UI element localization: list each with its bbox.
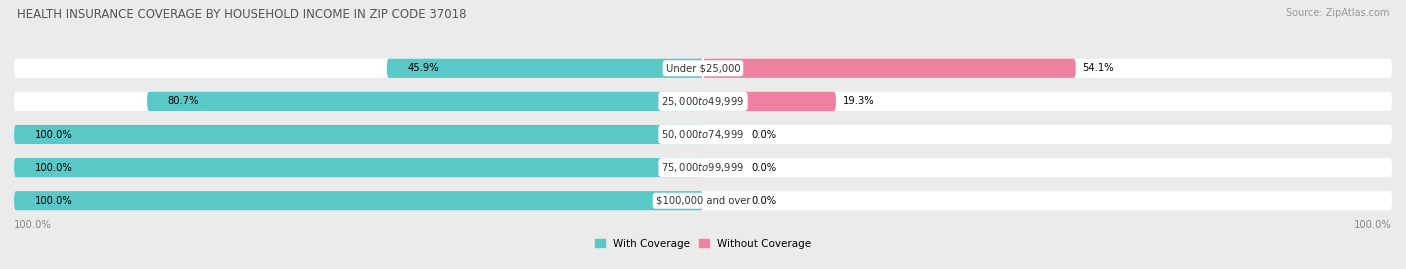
FancyBboxPatch shape bbox=[14, 191, 1392, 210]
FancyBboxPatch shape bbox=[703, 59, 1076, 78]
Text: 54.1%: 54.1% bbox=[1083, 63, 1114, 73]
FancyBboxPatch shape bbox=[14, 158, 1392, 177]
FancyBboxPatch shape bbox=[14, 125, 703, 144]
FancyBboxPatch shape bbox=[14, 125, 1392, 144]
FancyBboxPatch shape bbox=[703, 92, 837, 111]
Text: $75,000 to $99,999: $75,000 to $99,999 bbox=[661, 161, 745, 174]
Text: 80.7%: 80.7% bbox=[167, 96, 200, 107]
FancyBboxPatch shape bbox=[14, 92, 1392, 111]
Text: 0.0%: 0.0% bbox=[751, 196, 776, 206]
Text: 19.3%: 19.3% bbox=[842, 96, 875, 107]
FancyBboxPatch shape bbox=[148, 92, 703, 111]
Text: $100,000 and over: $100,000 and over bbox=[655, 196, 751, 206]
Text: 0.0%: 0.0% bbox=[751, 162, 776, 173]
Text: $50,000 to $74,999: $50,000 to $74,999 bbox=[661, 128, 745, 141]
FancyBboxPatch shape bbox=[387, 59, 703, 78]
Text: 100.0%: 100.0% bbox=[1354, 220, 1392, 230]
Legend: With Coverage, Without Coverage: With Coverage, Without Coverage bbox=[591, 235, 815, 253]
Text: HEALTH INSURANCE COVERAGE BY HOUSEHOLD INCOME IN ZIP CODE 37018: HEALTH INSURANCE COVERAGE BY HOUSEHOLD I… bbox=[17, 8, 467, 21]
Text: 100.0%: 100.0% bbox=[35, 196, 73, 206]
Text: $25,000 to $49,999: $25,000 to $49,999 bbox=[661, 95, 745, 108]
Text: 100.0%: 100.0% bbox=[35, 129, 73, 140]
Text: 100.0%: 100.0% bbox=[35, 162, 73, 173]
FancyBboxPatch shape bbox=[14, 59, 1392, 78]
Text: Source: ZipAtlas.com: Source: ZipAtlas.com bbox=[1285, 8, 1389, 18]
FancyBboxPatch shape bbox=[14, 191, 703, 210]
FancyBboxPatch shape bbox=[14, 158, 703, 177]
Text: 100.0%: 100.0% bbox=[14, 220, 52, 230]
Text: 0.0%: 0.0% bbox=[751, 129, 776, 140]
Text: Under $25,000: Under $25,000 bbox=[665, 63, 741, 73]
Text: 45.9%: 45.9% bbox=[408, 63, 439, 73]
